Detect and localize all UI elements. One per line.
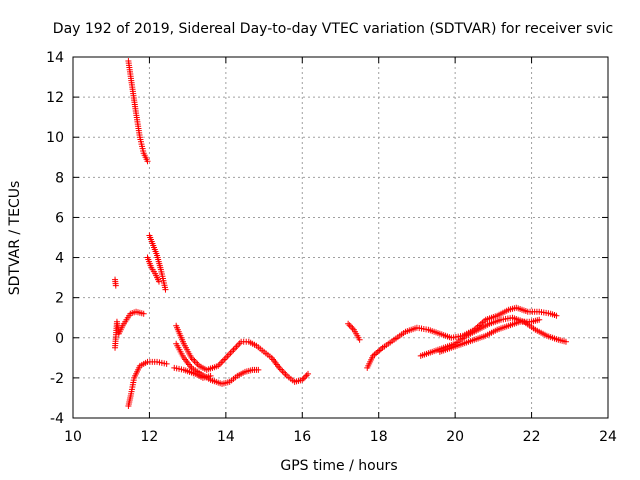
series-track-3 <box>171 364 214 381</box>
series-steep-descent-a <box>125 58 151 165</box>
data-point <box>373 350 380 357</box>
data-point <box>305 370 312 377</box>
x-tick-label: 10 <box>64 429 82 445</box>
y-tick-label: 6 <box>55 210 64 226</box>
data-point <box>112 282 119 289</box>
data-point <box>536 316 543 323</box>
data-point <box>376 347 383 354</box>
series-steep-descent-b <box>146 232 169 293</box>
data-point <box>348 323 355 330</box>
y-tick-label: 12 <box>46 90 64 106</box>
data-series <box>112 58 569 409</box>
series-low-start-cluster <box>112 308 147 351</box>
series-midday-group <box>345 320 363 343</box>
data-point <box>163 360 170 367</box>
x-tick-label: 12 <box>141 429 159 445</box>
series-evening-c <box>436 316 543 355</box>
y-tick-label: -4 <box>50 411 64 427</box>
grid <box>73 57 608 418</box>
y-tick-label: 0 <box>55 331 64 347</box>
data-point <box>553 312 560 319</box>
x-axis-label: GPS time / hours <box>280 458 397 474</box>
plot-frame <box>72 56 609 419</box>
x-tick-label: 22 <box>523 429 541 445</box>
series-evening-a <box>364 304 560 371</box>
y-tick-label: 8 <box>55 170 64 186</box>
y-tick-label: 14 <box>46 50 64 66</box>
data-point <box>374 348 381 355</box>
y-tick-label: 10 <box>46 130 64 146</box>
series-steep-descent-c <box>144 254 162 285</box>
x-tick-label: 24 <box>599 429 617 445</box>
x-tick-label: 16 <box>293 429 311 445</box>
x-tick-label: 20 <box>446 429 464 445</box>
data-point <box>207 372 214 379</box>
data-point <box>356 336 363 343</box>
data-point <box>162 286 169 293</box>
data-point <box>155 278 162 285</box>
data-point <box>144 158 151 165</box>
y-tick-label: -2 <box>50 371 64 387</box>
series-rising-low <box>125 358 170 409</box>
chart-title: Day 192 of 2019, Sidereal Day-to-day VTE… <box>53 21 613 37</box>
series-isolated-high <box>112 276 119 289</box>
data-point <box>562 338 569 345</box>
series-track-1 <box>173 322 312 385</box>
y-tick-label: 4 <box>55 251 64 267</box>
y-axis-label: SDTVAR / TECUs <box>7 181 23 296</box>
data-point <box>346 322 353 329</box>
x-tick-label: 14 <box>217 429 235 445</box>
data-point <box>345 320 352 327</box>
data-point <box>140 310 147 317</box>
y-tick-label: 2 <box>55 291 64 307</box>
x-tick-label: 18 <box>370 429 388 445</box>
data-point <box>255 366 262 373</box>
data-point <box>302 373 309 380</box>
